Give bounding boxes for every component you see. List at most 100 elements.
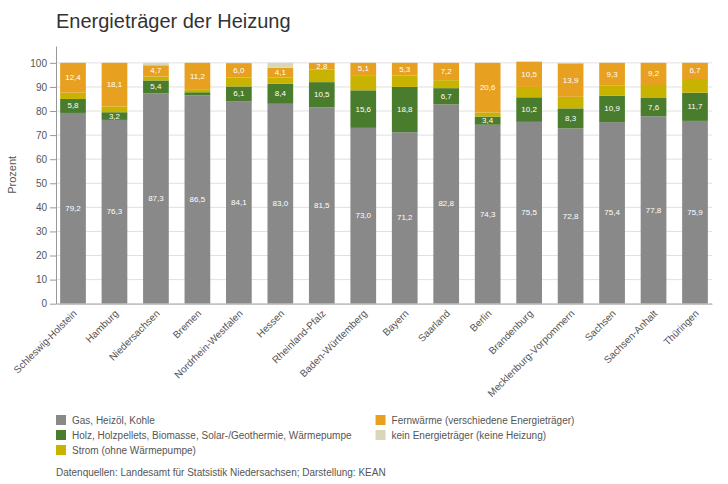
bar-segment: [60, 63, 86, 93]
bar-segment: [558, 97, 584, 109]
y-tick-label: 10: [36, 274, 48, 285]
y-tick-mark: [50, 63, 56, 64]
x-tick: Nordrhein-Westfalen: [172, 308, 245, 381]
bar-segment: [641, 116, 667, 303]
data-label: 74,3: [480, 210, 496, 219]
legend-swatch: [376, 415, 386, 425]
y-tick: 100: [30, 58, 56, 69]
data-label: 75,9: [687, 208, 703, 217]
y-tick: 80: [36, 106, 56, 117]
bar-segment: [599, 96, 625, 122]
bar-segment: [143, 65, 169, 76]
data-label: 3,4: [482, 116, 494, 125]
bar-segment: [392, 87, 418, 132]
bar-segment: [102, 120, 128, 304]
bar-segment: [392, 62, 418, 63]
legend-item: Holz, Holzpellets, Biomasse, Solar-/Geot…: [56, 430, 352, 441]
data-label: 18,8: [397, 105, 413, 114]
y-tick-mark: [50, 256, 56, 257]
bar-segment: [392, 132, 418, 303]
y-tick-label: 0: [41, 298, 47, 309]
y-tick-label: 30: [36, 226, 48, 237]
y-tick: 90: [36, 82, 56, 93]
legend-item: kein Energieträger (keine Heizung): [376, 430, 547, 441]
bar-segment: [682, 63, 708, 79]
bar-segment: [350, 90, 376, 128]
y-tick: 30: [36, 226, 56, 237]
chart: 79,276,387,386,584,183,081,573,071,282,8…: [0, 0, 728, 484]
bar-segment: [433, 104, 459, 303]
legend-item: Strom (ohne Wärmepumpe): [56, 445, 196, 456]
bar-segment: [226, 101, 252, 304]
data-label: 7,6: [648, 103, 660, 112]
bar-segment: [641, 62, 667, 63]
bar-segment: [102, 112, 128, 120]
x-tick-label: Mecklenburg-Vorpommern: [485, 308, 576, 399]
y-tick-label: 100: [30, 58, 47, 69]
data-label: 9,2: [648, 69, 660, 78]
bar-segment: [392, 63, 418, 76]
x-tick: Niedersachsen: [107, 308, 162, 363]
bar-segment: [599, 62, 625, 63]
x-tick: Baden-Württemberg: [298, 308, 369, 379]
x-tick: Bremen: [171, 308, 204, 341]
bar-segment: [185, 92, 211, 95]
x-tick-label: Hamburg: [83, 308, 120, 345]
bar-segment: [267, 78, 293, 84]
data-label: 2,8: [316, 62, 328, 71]
bar-segment: [226, 63, 252, 77]
x-tick-label: Saarland: [416, 308, 452, 344]
data-label: 84,1: [231, 198, 247, 207]
bar-segment: [558, 63, 584, 96]
legend-swatch: [376, 430, 386, 440]
data-label: 11,7: [688, 102, 704, 111]
y-tick-mark: [50, 231, 56, 232]
data-label: 12,4: [65, 73, 81, 82]
data-label: 6,1: [233, 89, 245, 98]
data-label: 87,3: [148, 194, 164, 203]
bar-segment: [226, 62, 252, 63]
grid: [56, 63, 712, 304]
x-tick: Sachsen-Anhalt: [602, 308, 660, 366]
legend-label: Gas, Heizöl, Kohle: [72, 415, 155, 426]
legend-label: Strom (ohne Wärmepumpe): [72, 445, 196, 456]
data-label: 9,3: [607, 70, 619, 79]
bar-segment: [558, 108, 584, 128]
y-tick-label: 60: [36, 154, 48, 165]
x-axis-line: [57, 304, 713, 305]
bar-segment: [682, 93, 708, 121]
series: [60, 93, 708, 303]
bar-segment: [143, 77, 169, 81]
x-tick: Hessen: [254, 308, 286, 340]
bar-segment: [143, 63, 169, 65]
y-tick-mark: [50, 87, 56, 88]
legend-swatch: [56, 415, 66, 425]
data-label: 11,2: [190, 72, 206, 81]
y-tick-mark: [50, 183, 56, 184]
data-label: 4,7: [150, 66, 162, 75]
data-label: 8,4: [275, 89, 287, 98]
data-label: 3,2: [109, 112, 121, 121]
data-label: 75,4: [604, 208, 620, 217]
plot: 79,276,387,386,584,183,081,573,071,282,8…: [11, 47, 712, 399]
data-label: 71,2: [397, 213, 413, 222]
bar-segment: [350, 62, 376, 63]
bar-segment: [433, 62, 459, 63]
bar-segment: [60, 99, 86, 113]
data-label: 13,9: [563, 76, 579, 85]
bar-segment: [558, 62, 584, 63]
x-tick-label: Hessen: [254, 308, 286, 340]
bar-segment: [102, 62, 128, 63]
data-label: 10,5: [314, 90, 330, 99]
y-tick: 50: [36, 178, 56, 189]
bar-segment: [267, 68, 293, 78]
bar-segment: [350, 63, 376, 75]
bar-segment: [392, 76, 418, 87]
y-tick-label: 40: [36, 202, 48, 213]
x-tick-label: Bayern: [380, 308, 410, 338]
data-label: 5,3: [399, 65, 411, 74]
bar-segment: [516, 122, 542, 304]
y-axis-line: [56, 47, 57, 305]
data-label: 10,9: [604, 104, 620, 113]
bar-segment: [185, 62, 211, 63]
